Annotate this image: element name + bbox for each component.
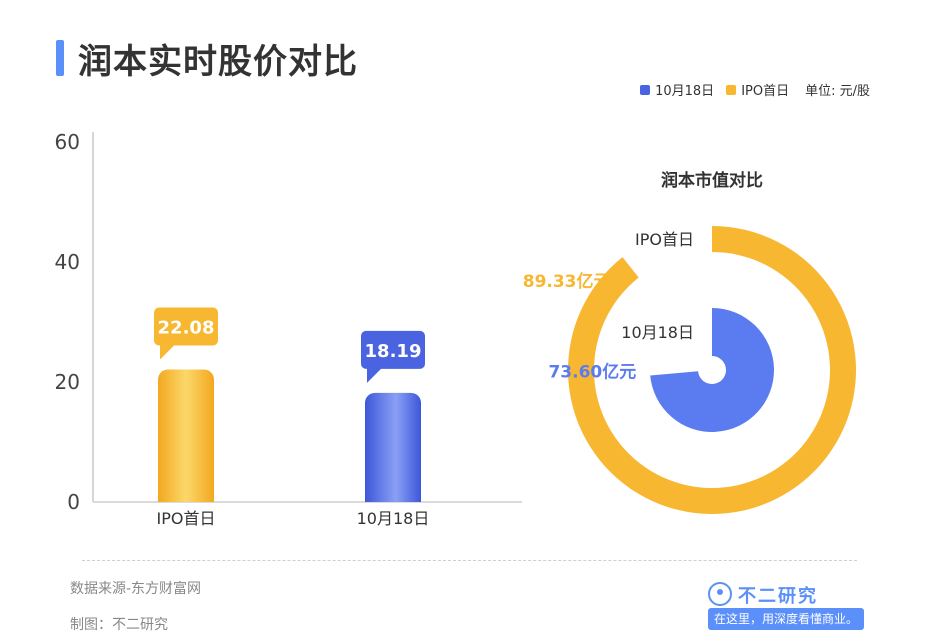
x-tick-label-0: IPO首日 (157, 509, 216, 528)
brand-name: 不二研究 (738, 586, 818, 607)
donut-title: 润本市值对比 (661, 170, 763, 191)
legend-label-ipo: IPO首日 (741, 84, 790, 99)
brand-logo-icon (708, 582, 732, 606)
y-tick-label: 0 (67, 490, 80, 514)
donut-series-name-1: 10月18日 (621, 323, 694, 342)
brand-slogan: 在这里，用深度看懂商业。 (708, 608, 864, 630)
bar-1 (365, 392, 421, 502)
market-cap-donut-chart: 润本市值对比 IPO首日 89.33亿元 10月18日 73.60亿元 (523, 170, 856, 514)
data-source: 数据来源-东方财富网 (70, 581, 202, 597)
y-tick-label: 20 (55, 370, 80, 394)
donut-value-label-1: 73.60亿元 (548, 361, 636, 382)
unit-label: 单位: 元/股 (805, 84, 870, 99)
legend: 10月18日 IPO首日 单位: 元/股 (640, 80, 870, 99)
legend-item-ipo: IPO首日 (726, 80, 789, 99)
donut-value-label-0: 89.33亿元 (523, 271, 611, 292)
bar-0 (158, 369, 214, 502)
bar-base-1 (365, 490, 421, 502)
y-tick-label: 40 (55, 250, 80, 274)
bar-base-0 (158, 490, 214, 502)
data-label-box-0 (154, 307, 218, 346)
chart-maker: 制图：不二研究 (70, 617, 168, 633)
data-label-0: 22.08 (158, 318, 215, 339)
page-title: 润本实时股价对比 (78, 42, 358, 82)
legend-item-oct18: 10月18日 (640, 80, 714, 99)
y-tick-label: 60 (55, 130, 80, 154)
data-label-1: 18.19 (365, 341, 422, 362)
brand-block: 不二研究 在这里，用深度看懂商业。 (708, 582, 864, 632)
data-label-box-1 (361, 330, 425, 369)
title-accent-bar (56, 40, 64, 76)
footer-divider (82, 560, 857, 561)
x-tick-label-1: 10月18日 (357, 509, 430, 528)
legend-swatch-oct18 (640, 84, 651, 95)
legend-label-oct18: 10月18日 (655, 84, 715, 99)
data-label-pointer-0 (160, 343, 176, 360)
legend-swatch-ipo (726, 84, 737, 95)
data-label-pointer-1 (367, 366, 383, 383)
donut-series-name-0: IPO首日 (635, 230, 694, 249)
donut-arc-1 (650, 308, 774, 432)
stock-price-bar-chart: 0 20 40 60 22.08 IPO首日 18.19 10月18日 (55, 130, 522, 528)
